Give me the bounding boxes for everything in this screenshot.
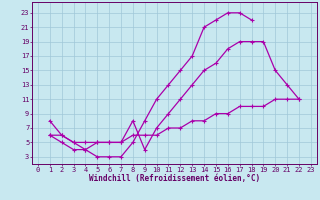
X-axis label: Windchill (Refroidissement éolien,°C): Windchill (Refroidissement éolien,°C)	[89, 174, 260, 183]
